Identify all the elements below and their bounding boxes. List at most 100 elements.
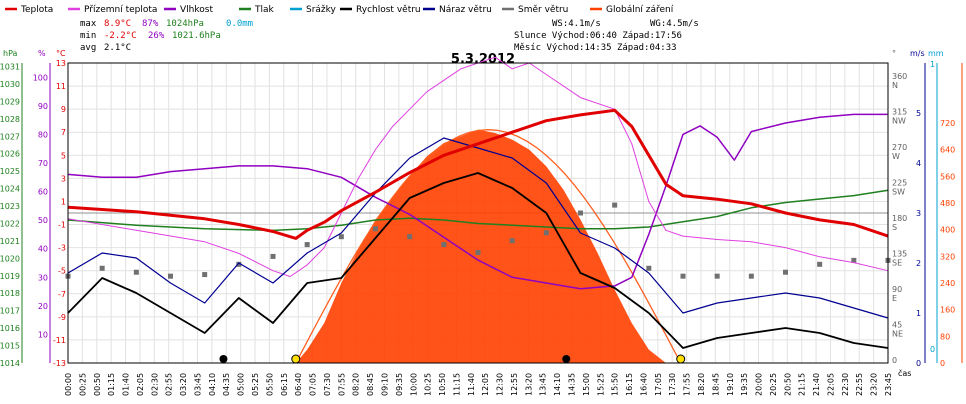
- mm-tick-label: 0: [930, 345, 935, 354]
- wind-direction-point: [168, 273, 173, 279]
- stat-min-hum: 26%: [148, 31, 165, 41]
- x-tick-label: 23:45: [884, 373, 893, 396]
- x-tick-label: 07:05: [309, 373, 318, 396]
- direction-tick-name: SE: [892, 258, 902, 267]
- direction-tick-name: NE: [892, 329, 903, 338]
- hpa-tick-label: 1021: [0, 237, 20, 246]
- wind-direction-point: [646, 265, 652, 271]
- x-tick-label: 17:55: [683, 373, 692, 396]
- x-tick-label: 18:45: [711, 373, 720, 396]
- x-tick-label: 05:50: [265, 373, 274, 396]
- celsius-tick-label: 13: [56, 59, 66, 68]
- wind-direction-point: [714, 273, 720, 279]
- x-tick-label: 10:25: [424, 373, 433, 396]
- x-tick-label: 16:40: [639, 373, 648, 396]
- wind-direction-point: [748, 273, 754, 279]
- x-tick-label: 01:15: [107, 373, 116, 396]
- pct-tick-label: 10: [38, 330, 48, 339]
- x-tick-label: 11:40: [467, 373, 476, 396]
- stat-max-rain: 0.0mm: [226, 19, 253, 29]
- x-tick-label: 05:25: [251, 373, 260, 396]
- x-tick-label: 15:25: [596, 373, 605, 396]
- hpa-tick-label: 1028: [0, 115, 20, 124]
- x-tick-label: 23:20: [870, 373, 879, 396]
- hpa-tick-label: 1026: [0, 150, 20, 159]
- x-tick-label: 15:00: [582, 373, 591, 396]
- x-axis-label: čas: [898, 368, 911, 378]
- series-globalni-zareni: [295, 129, 666, 363]
- wind-direction-point: [133, 269, 139, 275]
- x-tick-label: 07:55: [337, 373, 346, 396]
- ms-tick-label: 4: [916, 159, 921, 168]
- hpa-axis-label: hPa: [3, 49, 18, 58]
- celsius-tick-label: -5: [58, 267, 66, 276]
- celsius-tick-label: -11: [53, 336, 66, 345]
- x-tick-label: 14:10: [553, 373, 562, 396]
- pct-tick-label: 20: [38, 302, 48, 311]
- celsius-tick-label: 5: [61, 151, 66, 160]
- ms-tick-label: 5: [916, 109, 921, 118]
- celsius-tick-label: -1: [58, 221, 66, 230]
- stat-moon: Měsíc Východ:14:35 Západ:04:33: [514, 43, 677, 53]
- x-tick-label: 16:15: [625, 373, 634, 396]
- ms-axis-label: m/s: [910, 49, 925, 58]
- series-teplota: [67, 108, 889, 240]
- x-tick-label: 09:10: [380, 373, 389, 396]
- wind-direction-point: [851, 257, 857, 263]
- radiation-max-curve: [295, 129, 682, 364]
- x-tick-label: 12:05: [481, 373, 490, 396]
- x-tick-label: 03:20: [179, 373, 188, 396]
- sunset-marker: [676, 354, 686, 364]
- ms-tick-label: 1: [916, 309, 921, 318]
- x-tick-label: 00:00: [64, 373, 73, 396]
- wm2-tick-label: 160: [940, 306, 955, 315]
- x-tick-label: 02:55: [165, 373, 174, 396]
- series-n-raz-v-tru: [67, 137, 889, 319]
- x-tick-label: 07:30: [323, 373, 332, 396]
- wm2-tick-label: 0: [940, 359, 945, 368]
- chart-legend: Teplota Přízemní teplota Vlhkost Tlak Srážky…: [5, 5, 674, 15]
- pct-tick-label: 80: [38, 130, 48, 139]
- x-tick-label: 08:45: [366, 373, 375, 396]
- stat-max-hum: 87%: [142, 19, 159, 29]
- x-tick-label: 21:40: [812, 373, 821, 396]
- ms-tick-label: 3: [916, 209, 921, 218]
- mm-tick-label: 1: [930, 60, 935, 69]
- stat-min-temp: -2.2°C: [104, 31, 137, 41]
- hpa-tick-label: 1025: [0, 167, 20, 176]
- hpa-tick-label: 1016: [0, 324, 20, 333]
- x-tick-label: 00:50: [93, 373, 102, 396]
- wind-direction-point: [475, 249, 481, 255]
- wm2-tick-label: 720: [940, 119, 955, 128]
- ms-tick-label: 0: [916, 359, 921, 368]
- legend-label: Přízemní teplota: [84, 5, 157, 15]
- plot-frame: [67, 62, 889, 364]
- hpa-tick-label: 1014: [0, 359, 20, 368]
- sunrise-marker: [291, 354, 301, 364]
- celsius-tick-label: -7: [58, 290, 66, 299]
- series-rychlost-v-tru: [67, 172, 889, 349]
- legend-label: Vlhkost: [180, 5, 213, 15]
- direction-tick-label: 0: [892, 356, 897, 365]
- wind-direction-point: [509, 238, 515, 244]
- stat-min-press: 1021.6hPa: [172, 31, 221, 41]
- direction-tick-label: 225: [892, 178, 907, 187]
- x-tick-label: 12:55: [510, 373, 519, 396]
- wind-direction-point: [612, 202, 618, 208]
- direction-tick-name: W: [892, 152, 900, 161]
- x-tick-label: 06:15: [280, 373, 289, 396]
- x-tick-label: 02:05: [136, 373, 145, 396]
- wind-direction-point: [202, 272, 208, 278]
- wm2-tick-label: 80: [940, 332, 950, 341]
- legend-label: Globální záření: [606, 5, 674, 15]
- x-tick-label: 19:10: [726, 373, 735, 396]
- ms-tick-label: 2: [916, 259, 921, 268]
- wind-direction-point: [817, 261, 823, 267]
- direction-tick-label: 90: [892, 285, 902, 294]
- x-tick-label: 17:30: [668, 373, 677, 396]
- legend-label: Směr větru: [518, 5, 568, 15]
- hpa-tick-label: 1023: [0, 202, 20, 211]
- pct-tick-label: 70: [38, 159, 48, 168]
